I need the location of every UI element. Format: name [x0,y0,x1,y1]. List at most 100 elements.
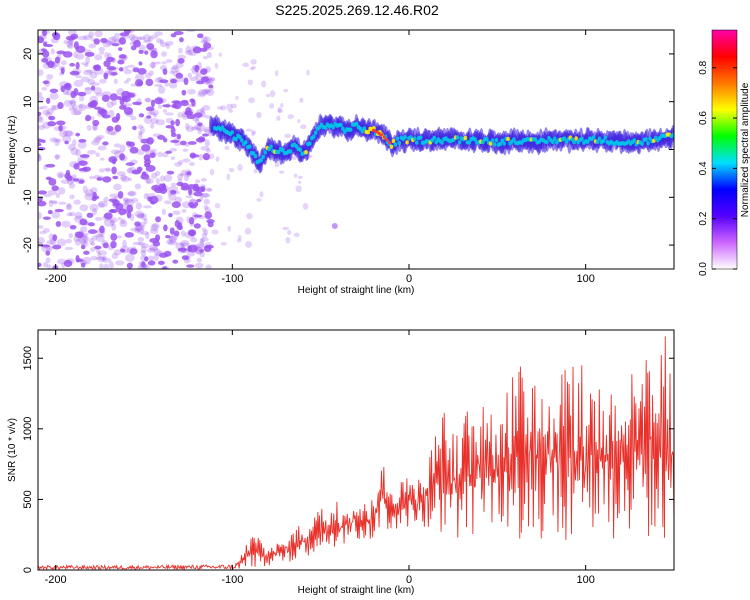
noise-blob [52,138,60,142]
noise-blob [215,156,220,162]
noise-blob [115,260,125,266]
noise-blob [101,91,112,96]
noise-blob [132,101,142,106]
noise-blob [114,124,122,132]
noise-blob [112,202,120,207]
noise-blob [161,51,167,57]
noise-blob [89,237,94,246]
noise-blob [185,125,195,133]
noise-blob [144,158,151,166]
spectrogram-ytick-label: 0 [22,146,34,152]
noise-blob [173,30,184,36]
noise-blob [155,216,161,223]
noise-blob [134,227,141,233]
band-core [502,141,507,146]
noise-blob [138,113,145,118]
noise-blob [189,221,195,227]
noise-blob [149,109,160,116]
signal-band [208,113,674,174]
snr-xtick-label: -200 [45,574,67,586]
band-peak [380,133,384,137]
noise-blob [137,227,144,235]
noise-blob [124,200,131,204]
noise-blob [38,154,42,162]
noise-blob [170,132,177,138]
noise-blob [250,66,254,71]
spectrogram-xtick-label: -100 [221,273,243,285]
noise-blob [168,81,178,89]
noise-blob [40,105,48,110]
noise-blob [182,158,191,163]
noise-blob [49,137,58,143]
noise-blob [123,103,133,107]
noise-blob [69,194,75,200]
noise-blob [49,238,57,246]
noise-blob [205,206,211,214]
snr-marks [38,336,674,570]
noise-blob [102,39,112,48]
noise-blob [75,53,85,60]
band-core [311,134,316,139]
noise-blob [152,113,158,118]
noise-blob [188,216,195,225]
noise-blob [112,175,119,180]
noise-blob [54,140,60,146]
noise-blob [96,177,103,181]
noise-blob [51,211,60,219]
band-core [632,138,637,143]
noise-blob [107,52,112,60]
noise-blob [185,122,190,130]
noise-blob [162,137,168,143]
noise-blob [75,177,86,185]
noise-blob [63,99,73,107]
noise-blob [209,168,215,176]
noise-blob [140,230,149,236]
band-core [572,139,576,145]
noise-blob [41,244,50,248]
noise-blob [269,90,276,98]
band-core [280,147,285,153]
noise-blob [200,177,207,182]
noise-blob [248,97,256,104]
noise-blob [119,219,128,228]
noise-blob [246,212,253,220]
noise-blob [134,221,141,227]
noise-blob [193,243,201,252]
noise-blob [48,199,54,208]
colorbar-ticks: 0.0 0.2 0.4 0.6 0.8 [698,29,738,276]
band-core [348,127,353,132]
noise-blob [102,72,109,77]
band-core [259,157,264,163]
noise-blob [145,178,154,185]
noise-blob [123,66,129,70]
noise-blob [62,134,72,143]
snr-xtick-label: 100 [576,574,594,586]
noise-blob [147,255,154,261]
noise-blob [123,107,134,116]
noise-blob [153,248,162,256]
noise-blob [203,128,211,133]
band-core [597,136,602,141]
noise-blob [83,235,90,244]
noise-blob [300,124,307,130]
noise-blob [96,247,101,254]
noise-blob [82,234,88,239]
noise-blob [206,188,213,192]
noise-blob [103,60,111,68]
noise-blob [68,106,76,112]
noise-blob [68,233,73,239]
noise-blob [126,167,134,174]
noise-blob [146,136,155,144]
noise-blob [77,35,88,41]
noise-blob [159,175,166,182]
noise-blob [38,106,44,111]
noise-blob [150,224,159,232]
noise-blob [134,183,142,190]
noise-blob [186,216,191,224]
colorbar-frame [711,29,738,270]
noise-blob [48,233,55,241]
noise-blob [190,67,196,72]
noise-blob [110,219,116,227]
noise-blob [302,202,309,210]
noise-blob [189,198,197,205]
